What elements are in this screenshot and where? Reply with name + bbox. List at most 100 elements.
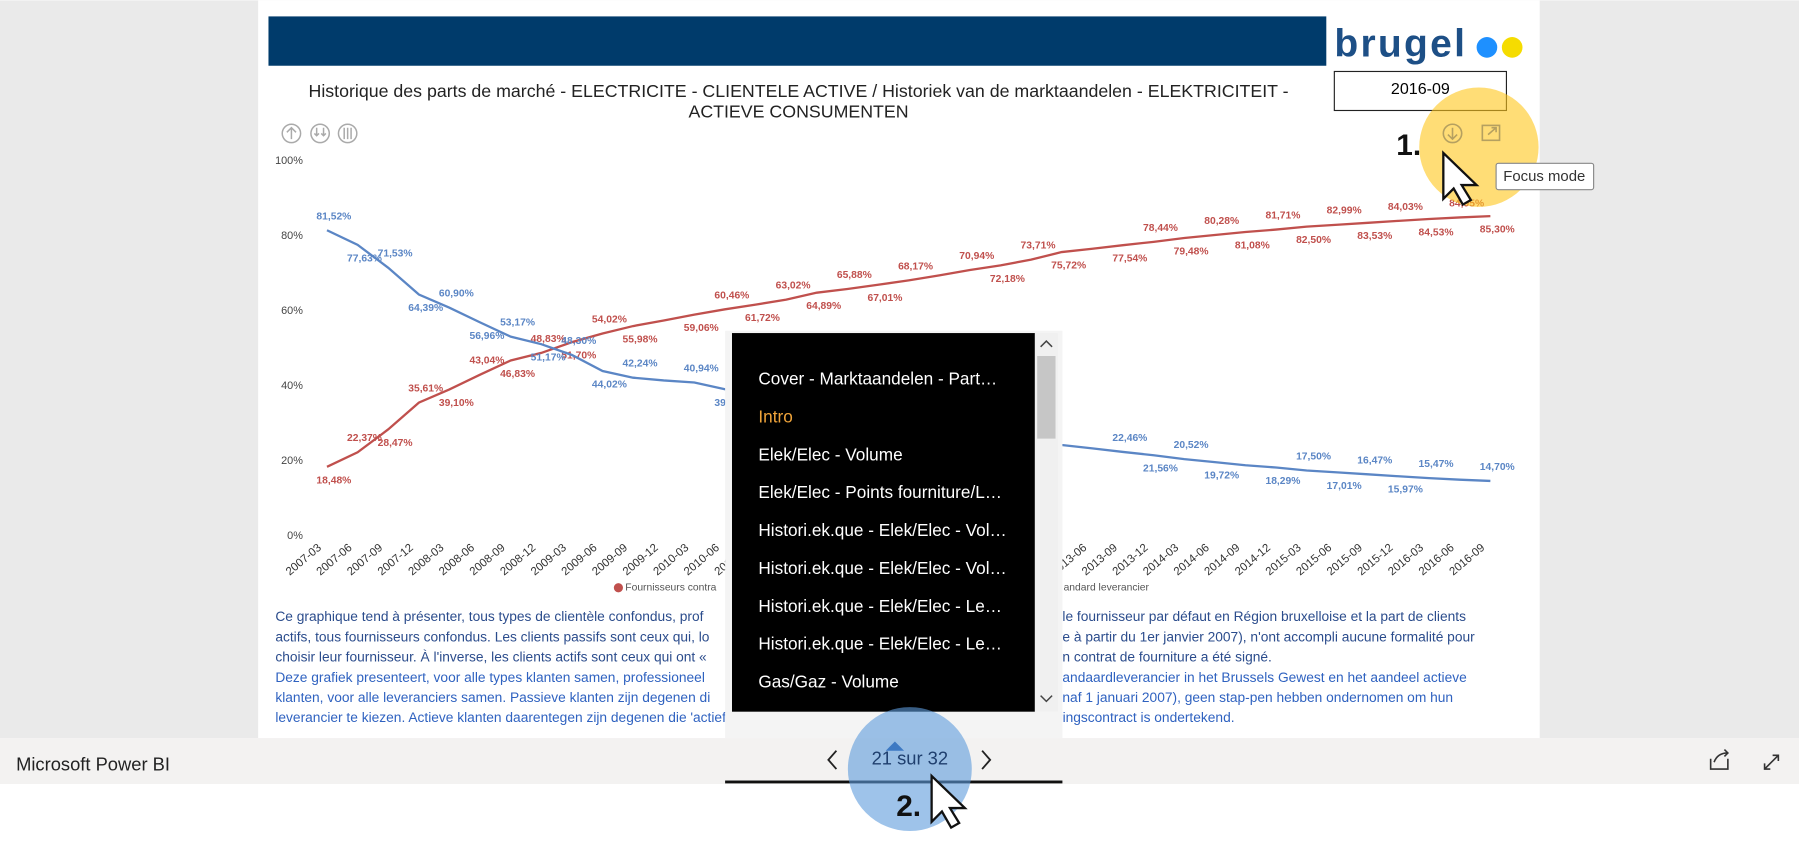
logo: brugel bbox=[1334, 23, 1467, 66]
prev-page[interactable] bbox=[827, 750, 838, 770]
cursor bbox=[930, 773, 968, 830]
data-label: 14,70% bbox=[1480, 462, 1515, 473]
menu-item[interactable]: Histori.ek.que - Elek/Elec - Le… bbox=[758, 596, 1002, 616]
data-label: 83,53% bbox=[1357, 231, 1392, 242]
data-label: 22,46% bbox=[1112, 433, 1147, 444]
data-label: 46,83% bbox=[500, 369, 535, 380]
data-label: 81,08% bbox=[1235, 240, 1270, 251]
y-tick-label: 40% bbox=[281, 380, 303, 392]
data-label: 21,56% bbox=[1143, 464, 1178, 475]
date: 2016-09 bbox=[1391, 80, 1450, 98]
data-label: 63,02% bbox=[776, 281, 811, 292]
y-tick-label: 100% bbox=[275, 155, 303, 167]
menu-item[interactable]: Elek/Elec - Points fourniture/L… bbox=[758, 482, 1002, 502]
data-label: 70,94% bbox=[959, 251, 994, 262]
paragraph-line: Ce graphique tend à présenter, tous type… bbox=[275, 609, 703, 624]
data-label: 51,70% bbox=[561, 351, 596, 362]
visual-header-icons[interactable] bbox=[1442, 123, 1501, 144]
logo-dot bbox=[1476, 37, 1498, 58]
paragraph-line: n contrat de fourniture a été signé. bbox=[1062, 649, 1271, 664]
paragraph-line: andaardleverancier in het Brussels Gewes… bbox=[1062, 670, 1467, 685]
legend-label: Fournisseurs contra bbox=[625, 582, 716, 593]
menu-item[interactable]: Histori.ek.que - Elek/Elec - Le… bbox=[758, 634, 1002, 654]
cursor bbox=[1442, 150, 1480, 207]
data-label: 82,50% bbox=[1296, 235, 1331, 246]
data-label: 64,89% bbox=[806, 301, 841, 312]
data-label: 54,02% bbox=[592, 314, 627, 325]
step-label: 2. bbox=[896, 790, 921, 823]
data-label: 84,03% bbox=[1388, 202, 1423, 213]
data-label: 71,53% bbox=[378, 249, 413, 260]
y-tick-label: 80% bbox=[281, 230, 303, 242]
y-tick-label: 20% bbox=[281, 455, 303, 467]
paragraph-line: actifs, tous fournisseurs confondus. Les… bbox=[275, 629, 709, 644]
y-tick-label: 0% bbox=[287, 530, 303, 542]
data-label: 75,72% bbox=[1051, 261, 1086, 272]
series-line bbox=[326, 215, 1491, 468]
logo-dot bbox=[1501, 37, 1523, 58]
footer-icons[interactable] bbox=[1709, 748, 1780, 770]
data-label: 17,50% bbox=[1296, 451, 1331, 462]
data-label: 51,17% bbox=[531, 353, 566, 364]
data-label: 42,24% bbox=[623, 359, 658, 370]
data-label: 53,17% bbox=[500, 318, 535, 329]
paragraph: Ce graphique tend à présenter, tous type… bbox=[275, 609, 1475, 725]
data-label: 35,61% bbox=[408, 383, 443, 394]
paragraph-line: le fournisseur par défaut en Région brux… bbox=[1062, 609, 1466, 624]
data-label: 18,29% bbox=[1265, 476, 1300, 487]
data-label: 40,94% bbox=[684, 363, 719, 374]
data-label: 55,98% bbox=[623, 335, 658, 346]
legend-label: andard leverancier bbox=[1064, 582, 1150, 593]
data-label: 64,39% bbox=[408, 303, 443, 314]
data-label: 16,47% bbox=[1357, 455, 1392, 466]
data-label: 17,01% bbox=[1327, 481, 1362, 492]
page-indicator[interactable]: 21 sur 32 bbox=[872, 748, 948, 769]
data-label: 28,47% bbox=[378, 438, 413, 449]
app-name: Microsoft Power BI bbox=[16, 753, 170, 774]
step-label: 1. bbox=[1396, 129, 1421, 162]
tooltip bbox=[1495, 162, 1595, 191]
data-label: 59,06% bbox=[684, 323, 719, 334]
paragraph-line: choisir leur fournisseur. À l'inverse, l… bbox=[275, 648, 707, 664]
scroll-thumb[interactable] bbox=[1037, 356, 1056, 439]
menu-item[interactable]: Histori.ek.que - Elek/Elec - Vol… bbox=[758, 558, 1006, 578]
data-label: 39,10% bbox=[439, 398, 474, 409]
data-label: 56,96% bbox=[469, 331, 504, 342]
scroll-arrows[interactable] bbox=[1040, 340, 1053, 703]
next-page[interactable] bbox=[981, 750, 992, 770]
data-label: 84,53% bbox=[1419, 227, 1454, 238]
data-label: 80,28% bbox=[1204, 216, 1239, 227]
data-label: 82,99% bbox=[1327, 206, 1362, 217]
data-label: 65,88% bbox=[837, 270, 872, 281]
data-label: 61,72% bbox=[745, 313, 780, 324]
menu-item[interactable]: Elek/Elec - Volume bbox=[758, 444, 902, 464]
data-label: 77,54% bbox=[1112, 254, 1147, 265]
data-label: 67,01% bbox=[867, 293, 902, 304]
data-label: 72,18% bbox=[990, 274, 1025, 285]
menu-item[interactable]: Intro bbox=[758, 407, 792, 427]
data-label: 81,52% bbox=[316, 211, 351, 222]
data-label: 43,04% bbox=[469, 356, 504, 367]
legend-swatch bbox=[613, 583, 623, 593]
data-label: 73,71% bbox=[1021, 241, 1056, 252]
drill-icons bbox=[281, 123, 358, 144]
data-label: 18,48% bbox=[316, 475, 351, 486]
paragraph-line: naf 1 januari 2007), geen stap-pen hebbe… bbox=[1062, 690, 1453, 705]
data-label: 15,47% bbox=[1419, 459, 1454, 470]
data-label: 20,52% bbox=[1174, 440, 1209, 451]
data-label: 22,37% bbox=[347, 433, 382, 444]
paragraph-line: klanten, voor alle leveranciers samen. P… bbox=[275, 690, 710, 705]
data-label: 48,83% bbox=[531, 334, 566, 345]
data-label: 44,02% bbox=[592, 379, 627, 390]
menu-item[interactable]: Gas/Gaz - Volume bbox=[758, 672, 898, 692]
menu-item[interactable]: Histori.ek.que - Elek/Elec - Vol… bbox=[758, 520, 1006, 540]
data-label: 85,30% bbox=[1480, 225, 1515, 236]
paragraph-line: e à partir du 1er janvier 2007), n'ont a… bbox=[1062, 629, 1475, 644]
data-label: 48,30% bbox=[561, 336, 596, 347]
data-label: 19,72% bbox=[1204, 471, 1239, 482]
page-menu bbox=[731, 333, 1035, 712]
y-tick-label: 60% bbox=[281, 305, 303, 317]
menu-item[interactable]: Cover - Marktaandelen - Part… bbox=[758, 369, 997, 389]
